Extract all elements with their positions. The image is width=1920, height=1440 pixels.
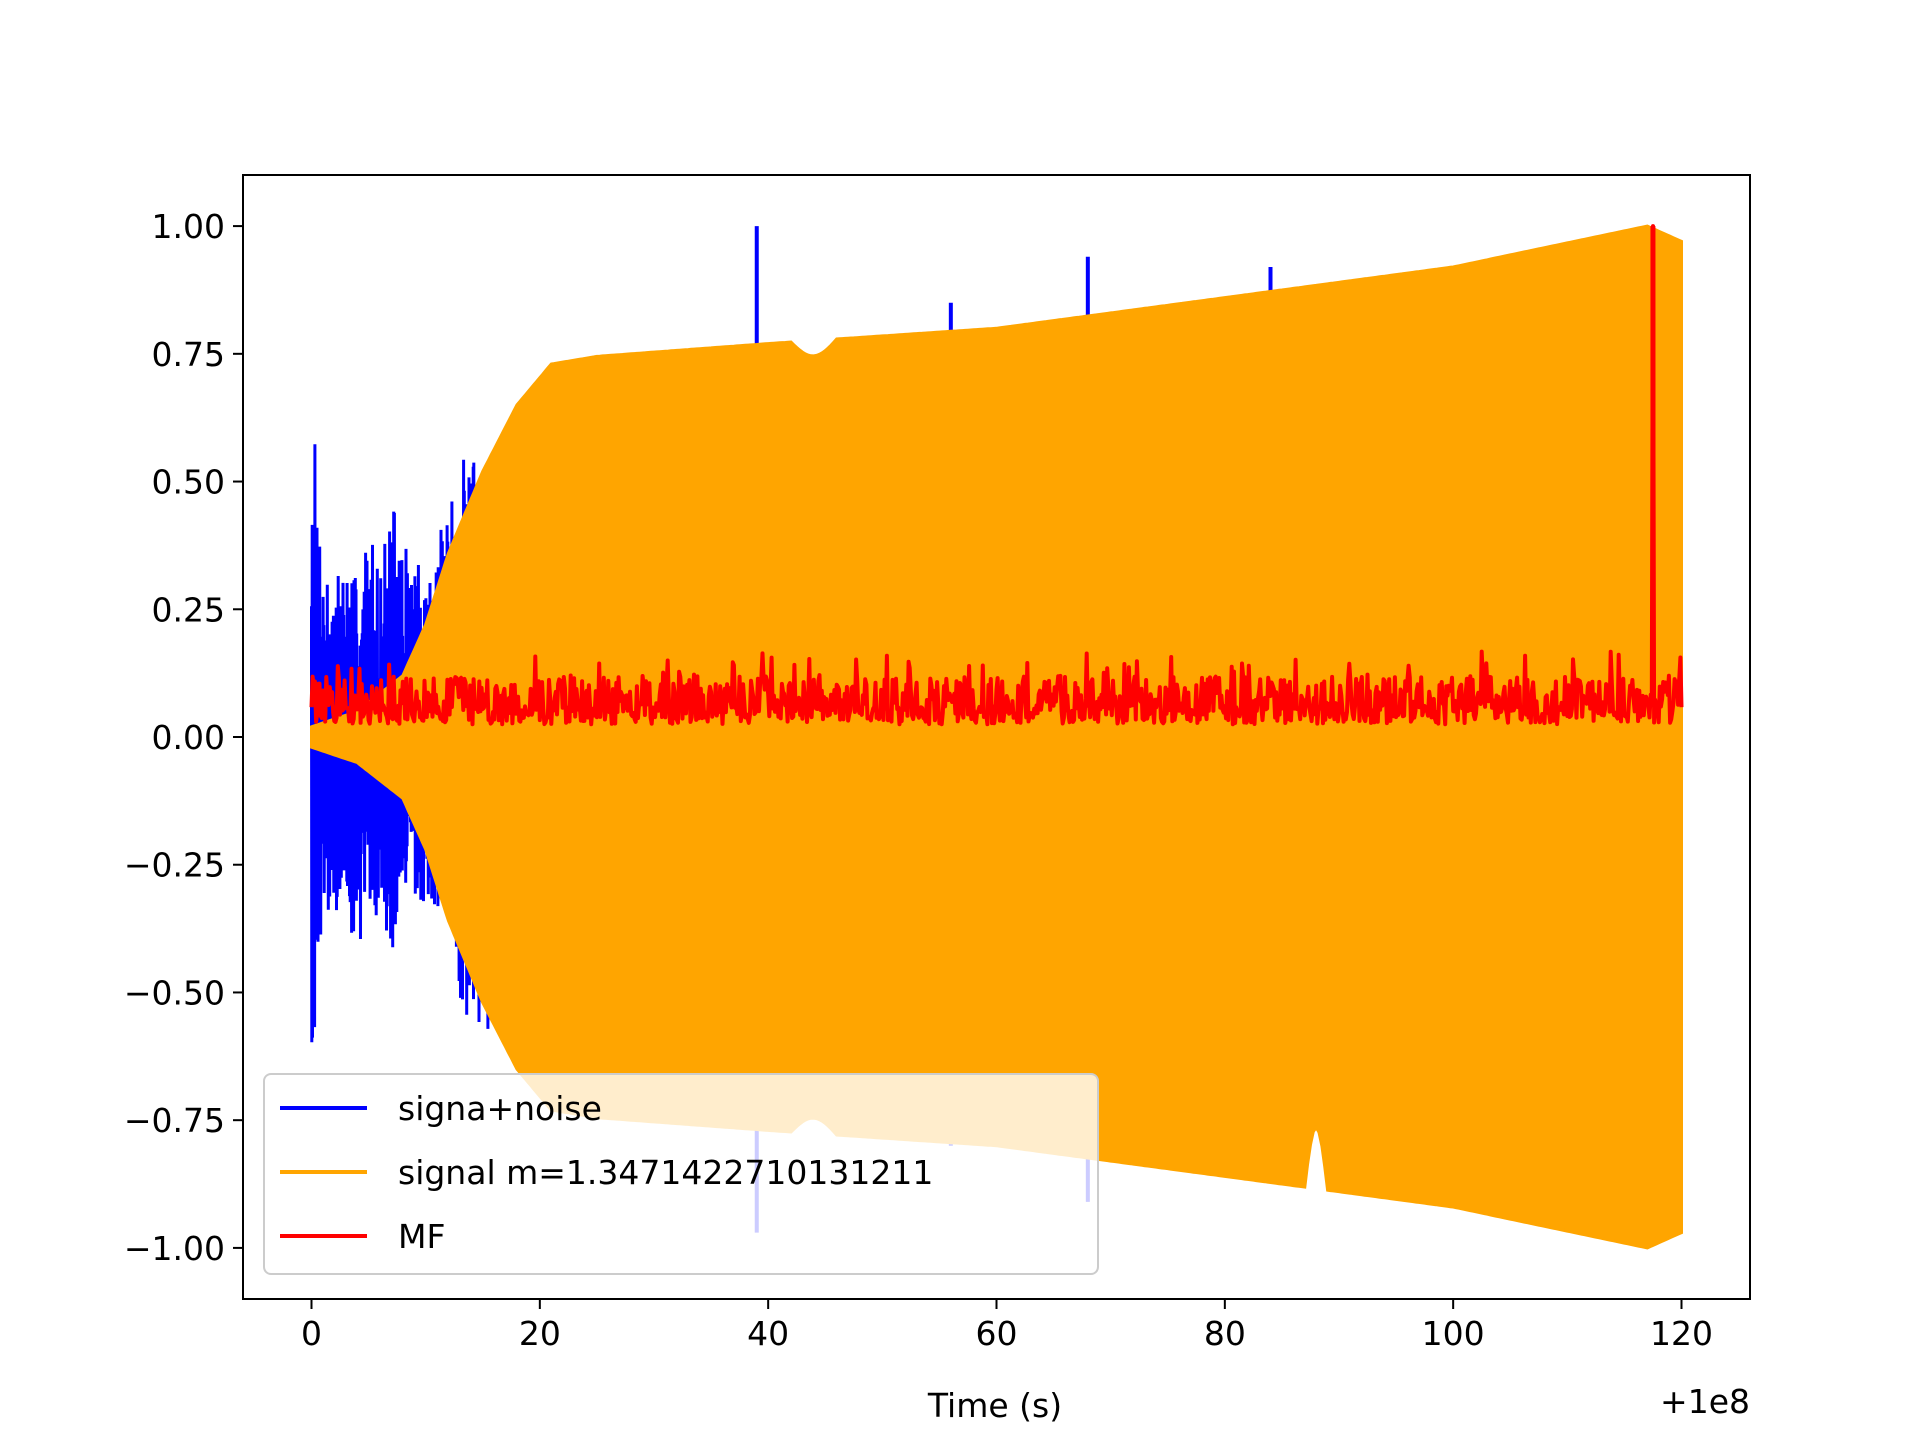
- x-offset-label: +1e8: [1660, 1382, 1750, 1421]
- x-tick-label: 40: [747, 1314, 789, 1353]
- legend-label-signal-noise: signa+noise: [398, 1089, 602, 1128]
- y-tick-label: −0.25: [124, 846, 225, 885]
- x-tick-label: 120: [1650, 1314, 1713, 1353]
- x-axis: 0 20 40 60 80 100 120: [301, 1299, 1713, 1353]
- y-tick-label: 0.50: [152, 463, 225, 502]
- y-tick-label: −1.00: [124, 1229, 225, 1268]
- series-signal-noise-line: [310, 444, 496, 1043]
- legend-label-mf: MF: [398, 1217, 445, 1256]
- y-axis: 1.00 0.75 0.50 0.25 0.00 −0.25 −0.50 −0.75 −1.00: [124, 207, 243, 1268]
- legend-box: [263, 1073, 1099, 1275]
- y-tick-label: 0.75: [152, 335, 225, 374]
- x-tick-label: 80: [1204, 1314, 1246, 1353]
- x-tick-label: 100: [1422, 1314, 1485, 1353]
- plot-area: [309, 224, 1684, 1250]
- x-tick-label: 60: [976, 1314, 1018, 1353]
- legend-label-signal: signal m=1.3471422710131211: [398, 1153, 933, 1192]
- y-tick-label: 0.00: [152, 718, 225, 757]
- x-axis-label: Time (s): [927, 1386, 1062, 1425]
- y-tick-label: −0.75: [124, 1101, 225, 1140]
- x-tick-label: 20: [519, 1314, 561, 1353]
- legend: signa+noise signal m=1.3471422710131211 …: [263, 1073, 1099, 1275]
- y-tick-label: 0.25: [152, 590, 225, 629]
- y-tick-label: −0.50: [124, 973, 225, 1012]
- y-tick-label: 1.00: [152, 207, 225, 246]
- series-mf-line: [309, 224, 1684, 727]
- x-tick-label: 0: [301, 1314, 322, 1353]
